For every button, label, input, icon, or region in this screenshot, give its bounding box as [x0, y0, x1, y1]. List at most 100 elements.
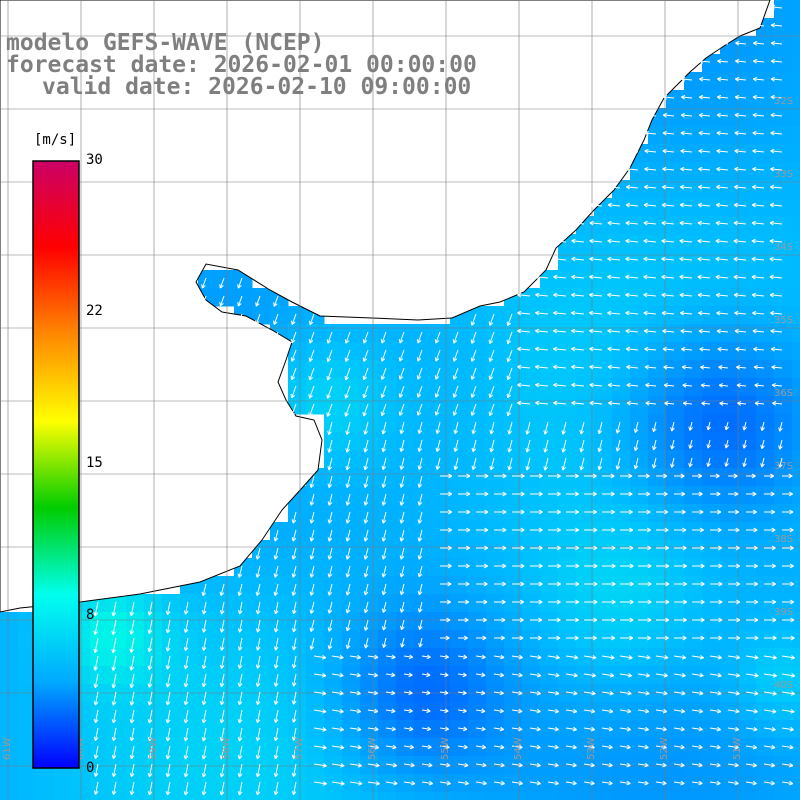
wind-arrow: [752, 58, 765, 64]
wind-arrow: [345, 619, 351, 632]
speed-cell: [774, 144, 793, 163]
wind-arrow: [165, 673, 171, 688]
wind-arrow: [403, 654, 414, 660]
wind-arrow: [327, 583, 333, 596]
wind-arrow: [255, 763, 261, 778]
wind-arrow: [475, 708, 486, 714]
wind-arrow: [701, 401, 711, 406]
wind-arrow: [607, 238, 621, 244]
wind-arrow: [571, 220, 585, 226]
wind-arrow: [692, 473, 703, 479]
wind-arrow: [489, 439, 495, 453]
wind-arrow: [525, 457, 531, 471]
wind-arrow: [434, 349, 441, 362]
wind-arrow: [607, 310, 621, 316]
wind-arrow: [746, 545, 758, 551]
wind-arrow: [745, 690, 759, 696]
colorbar: [32, 160, 80, 769]
wind-arrow: [607, 382, 621, 388]
speed-cell: [486, 522, 505, 541]
wind-arrow: [584, 491, 597, 497]
wind-arrow: [434, 385, 441, 398]
speed-cell: [324, 774, 343, 793]
speed-cell: [378, 396, 397, 415]
wind-arrow: [716, 328, 729, 334]
speed-cell: [432, 396, 451, 415]
speed-cell: [540, 378, 559, 397]
speed-cell: [54, 792, 73, 800]
wind-arrow: [529, 762, 541, 768]
speed-cell: [702, 126, 721, 145]
wind-arrow: [525, 421, 531, 435]
wind-arrow: [313, 672, 327, 678]
speed-cell: [792, 36, 800, 55]
wind-arrow: [458, 635, 468, 641]
wind-arrow: [565, 744, 577, 750]
speed-cell: [594, 738, 613, 757]
speed-cell: [378, 576, 397, 595]
wind-arrow: [643, 310, 657, 316]
speed-cell: [432, 522, 451, 541]
wind-arrow: [782, 617, 795, 623]
wind-arrow: [313, 709, 327, 714]
longitude-label: 59W: [148, 737, 159, 760]
speed-cell: [468, 738, 487, 757]
speed-cell: [252, 756, 271, 775]
wind-arrow: [439, 672, 449, 678]
speed-cell: [558, 558, 577, 577]
wind-arrow: [165, 781, 171, 796]
wind-arrow: [643, 220, 657, 226]
speed-cell: [396, 450, 415, 469]
wind-arrow: [566, 527, 580, 533]
wind-arrow: [674, 509, 686, 515]
wind-arrow: [727, 780, 739, 786]
latitude-label: 33S: [774, 169, 793, 180]
wind-arrow: [219, 619, 225, 633]
wind-arrow: [421, 744, 432, 750]
wind-arrow: [183, 745, 189, 760]
wind-arrow: [752, 166, 765, 172]
wind-arrow: [219, 691, 225, 706]
speed-cell: [720, 270, 739, 289]
wind-arrow: [517, 346, 531, 352]
wind-arrow: [778, 457, 783, 468]
speed-cell: [108, 720, 127, 739]
speed-cell: [738, 216, 757, 235]
speed-cell: [144, 756, 163, 775]
speed-cell: [774, 414, 793, 433]
wind-arrow: [710, 563, 723, 569]
speed-cell: [666, 468, 685, 487]
speed-cell: [792, 270, 800, 289]
wind-arrow: [255, 313, 261, 325]
wind-arrow: [601, 690, 614, 696]
speed-cell: [720, 108, 739, 127]
wind-arrow: [734, 130, 747, 136]
wind-arrow: [201, 655, 207, 670]
speed-cell: [252, 702, 271, 721]
wind-arrow: [662, 328, 675, 334]
wind-arrow: [607, 274, 621, 280]
wind-arrow: [602, 509, 615, 515]
speed-cell: [738, 54, 757, 73]
wind-arrow: [742, 457, 747, 467]
speed-cell: [558, 648, 577, 667]
wind-arrow: [638, 491, 651, 497]
speed-cell: [738, 252, 757, 271]
speed-cell: [468, 702, 487, 721]
speed-cell: [18, 792, 37, 800]
wind-arrow: [380, 403, 387, 417]
wind-arrow: [734, 94, 747, 100]
speed-cell: [342, 630, 361, 649]
speed-cell: [774, 306, 793, 325]
wind-arrow: [129, 763, 135, 778]
wind-arrow: [698, 166, 711, 172]
wind-arrow: [452, 403, 459, 416]
speed-cell: [18, 666, 37, 685]
speed-cell: [702, 90, 721, 109]
speed-cell: [468, 648, 487, 667]
speed-cell: [504, 522, 523, 541]
wind-arrow: [530, 581, 543, 587]
wind-arrow: [706, 421, 712, 431]
speed-cell: [522, 792, 541, 800]
wind-arrow: [782, 527, 794, 533]
